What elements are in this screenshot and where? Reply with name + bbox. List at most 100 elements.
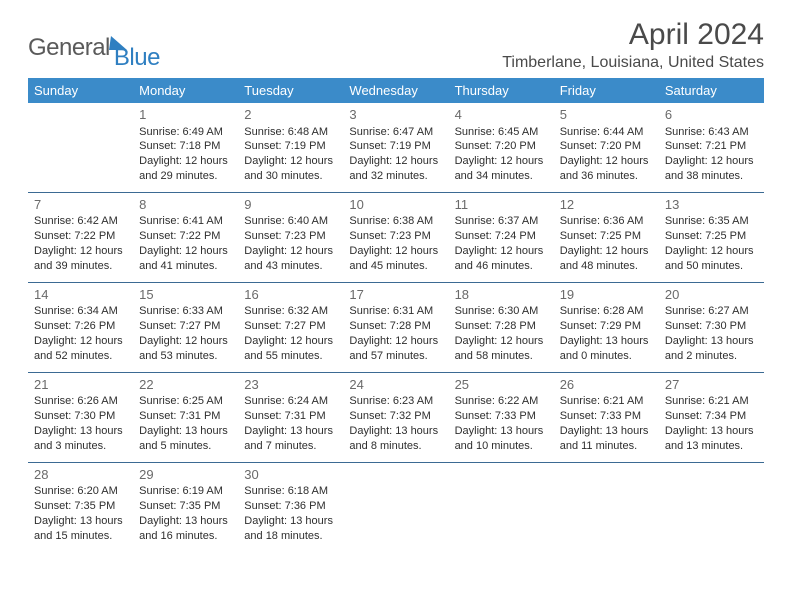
cell-day2: and 48 minutes. (560, 259, 653, 274)
cell-day2: and 18 minutes. (244, 529, 337, 544)
days-of-week-row: SundayMondayTuesdayWednesdayThursdayFrid… (28, 78, 764, 103)
calendar-cell: 18Sunrise: 6:30 AMSunset: 7:28 PMDayligh… (449, 282, 554, 372)
cell-sunrise: Sunrise: 6:19 AM (139, 484, 232, 499)
cell-sunrise: Sunrise: 6:23 AM (349, 394, 442, 409)
cell-day1: Daylight: 12 hours (455, 244, 548, 259)
cell-day1: Daylight: 12 hours (244, 244, 337, 259)
cell-day1: Daylight: 13 hours (34, 424, 127, 439)
cell-day1: Daylight: 12 hours (34, 244, 127, 259)
cell-day1: Daylight: 12 hours (560, 244, 653, 259)
cell-sunrise: Sunrise: 6:37 AM (455, 214, 548, 229)
brand-logo: General Blue (28, 24, 160, 72)
day-number: 12 (560, 196, 653, 214)
cell-sunset: Sunset: 7:30 PM (34, 409, 127, 424)
month-title: April 2024 (502, 18, 764, 52)
calendar-cell (343, 462, 448, 551)
cell-sunset: Sunset: 7:26 PM (34, 319, 127, 334)
cell-sunset: Sunset: 7:18 PM (139, 139, 232, 154)
cell-sunrise: Sunrise: 6:27 AM (665, 304, 758, 319)
cell-sunrise: Sunrise: 6:35 AM (665, 214, 758, 229)
cell-sunset: Sunset: 7:29 PM (560, 319, 653, 334)
calendar-row: 14Sunrise: 6:34 AMSunset: 7:26 PMDayligh… (28, 282, 764, 372)
cell-day1: Daylight: 13 hours (560, 424, 653, 439)
cell-day1: Daylight: 12 hours (349, 154, 442, 169)
cell-day1: Daylight: 13 hours (560, 334, 653, 349)
cell-sunrise: Sunrise: 6:30 AM (455, 304, 548, 319)
calendar-cell: 29Sunrise: 6:19 AMSunset: 7:35 PMDayligh… (133, 462, 238, 551)
cell-day2: and 16 minutes. (139, 529, 232, 544)
cell-day1: Daylight: 12 hours (139, 154, 232, 169)
cell-day1: Daylight: 12 hours (244, 154, 337, 169)
cell-sunset: Sunset: 7:19 PM (244, 139, 337, 154)
brand-triangle-icon (109, 36, 129, 50)
cell-sunrise: Sunrise: 6:47 AM (349, 125, 442, 140)
cell-sunset: Sunset: 7:19 PM (349, 139, 442, 154)
cell-day2: and 7 minutes. (244, 439, 337, 454)
cell-day1: Daylight: 12 hours (349, 244, 442, 259)
calendar-cell: 5Sunrise: 6:44 AMSunset: 7:20 PMDaylight… (554, 103, 659, 192)
cell-sunrise: Sunrise: 6:41 AM (139, 214, 232, 229)
calendar-page: General Blue April 2024 Timberlane, Loui… (0, 0, 792, 570)
cell-day2: and 50 minutes. (665, 259, 758, 274)
cell-sunset: Sunset: 7:33 PM (560, 409, 653, 424)
cell-day1: Daylight: 12 hours (560, 154, 653, 169)
calendar-cell: 21Sunrise: 6:26 AMSunset: 7:30 PMDayligh… (28, 372, 133, 462)
calendar-cell: 11Sunrise: 6:37 AMSunset: 7:24 PMDayligh… (449, 192, 554, 282)
calendar-cell: 10Sunrise: 6:38 AMSunset: 7:23 PMDayligh… (343, 192, 448, 282)
cell-day2: and 46 minutes. (455, 259, 548, 274)
cell-sunrise: Sunrise: 6:18 AM (244, 484, 337, 499)
calendar-cell: 23Sunrise: 6:24 AMSunset: 7:31 PMDayligh… (238, 372, 343, 462)
cell-day2: and 53 minutes. (139, 349, 232, 364)
cell-day1: Daylight: 13 hours (665, 334, 758, 349)
cell-sunset: Sunset: 7:27 PM (244, 319, 337, 334)
cell-day2: and 10 minutes. (455, 439, 548, 454)
cell-sunset: Sunset: 7:23 PM (349, 229, 442, 244)
calendar-cell: 1Sunrise: 6:49 AMSunset: 7:18 PMDaylight… (133, 103, 238, 192)
calendar-cell: 7Sunrise: 6:42 AMSunset: 7:22 PMDaylight… (28, 192, 133, 282)
calendar-cell: 9Sunrise: 6:40 AMSunset: 7:23 PMDaylight… (238, 192, 343, 282)
day-number: 30 (244, 466, 337, 484)
cell-sunset: Sunset: 7:28 PM (349, 319, 442, 334)
cell-day1: Daylight: 13 hours (244, 424, 337, 439)
calendar-cell: 2Sunrise: 6:48 AMSunset: 7:19 PMDaylight… (238, 103, 343, 192)
day-number: 4 (455, 106, 548, 124)
dow-header: Saturday (659, 78, 764, 103)
cell-sunset: Sunset: 7:20 PM (455, 139, 548, 154)
cell-sunset: Sunset: 7:22 PM (34, 229, 127, 244)
cell-day1: Daylight: 13 hours (665, 424, 758, 439)
dow-header: Monday (133, 78, 238, 103)
cell-sunrise: Sunrise: 6:21 AM (560, 394, 653, 409)
calendar-body: 1Sunrise: 6:49 AMSunset: 7:18 PMDaylight… (28, 103, 764, 552)
cell-sunrise: Sunrise: 6:21 AM (665, 394, 758, 409)
calendar-cell: 6Sunrise: 6:43 AMSunset: 7:21 PMDaylight… (659, 103, 764, 192)
cell-day1: Daylight: 13 hours (349, 424, 442, 439)
cell-sunset: Sunset: 7:27 PM (139, 319, 232, 334)
cell-sunset: Sunset: 7:20 PM (560, 139, 653, 154)
cell-day2: and 52 minutes. (34, 349, 127, 364)
cell-day2: and 3 minutes. (34, 439, 127, 454)
cell-day2: and 43 minutes. (244, 259, 337, 274)
day-number: 2 (244, 106, 337, 124)
cell-sunset: Sunset: 7:25 PM (665, 229, 758, 244)
day-number: 28 (34, 466, 127, 484)
calendar-cell: 20Sunrise: 6:27 AMSunset: 7:30 PMDayligh… (659, 282, 764, 372)
calendar-row: 21Sunrise: 6:26 AMSunset: 7:30 PMDayligh… (28, 372, 764, 462)
cell-day2: and 8 minutes. (349, 439, 442, 454)
day-number: 20 (665, 286, 758, 304)
cell-day2: and 39 minutes. (34, 259, 127, 274)
cell-day1: Daylight: 12 hours (34, 334, 127, 349)
calendar-cell (554, 462, 659, 551)
calendar-cell: 19Sunrise: 6:28 AMSunset: 7:29 PMDayligh… (554, 282, 659, 372)
cell-day2: and 2 minutes. (665, 349, 758, 364)
cell-day1: Daylight: 13 hours (34, 514, 127, 529)
cell-day2: and 58 minutes. (455, 349, 548, 364)
cell-sunset: Sunset: 7:33 PM (455, 409, 548, 424)
dow-header: Friday (554, 78, 659, 103)
calendar-cell: 24Sunrise: 6:23 AMSunset: 7:32 PMDayligh… (343, 372, 448, 462)
day-number: 17 (349, 286, 442, 304)
cell-day2: and 34 minutes. (455, 169, 548, 184)
cell-day2: and 36 minutes. (560, 169, 653, 184)
calendar-cell: 13Sunrise: 6:35 AMSunset: 7:25 PMDayligh… (659, 192, 764, 282)
cell-day2: and 11 minutes. (560, 439, 653, 454)
brand-part1: General (28, 34, 110, 62)
